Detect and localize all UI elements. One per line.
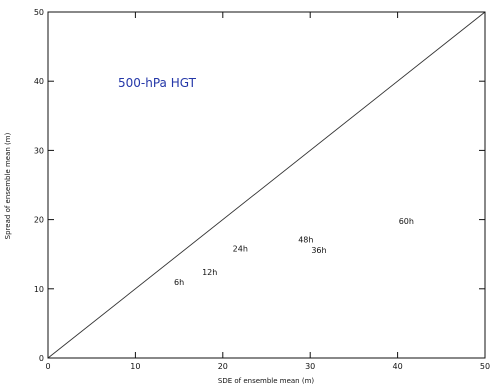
y-tick-label: 20 [34,216,44,225]
y-axis-label: Spread of ensemble mean (m) [4,132,12,239]
x-tick-label: 10 [130,362,140,371]
chart-title: 500-hPa HGT [118,76,197,90]
x-tick-label: 20 [218,362,228,371]
point-label-12h: 12h [202,268,217,277]
y-tick-label: 0 [39,354,44,363]
x-tick-label: 50 [480,362,490,371]
y-tick-label: 50 [34,8,44,17]
y-tick-label: 30 [34,146,44,155]
one-to-one-reference-line [47,11,486,359]
plot-frame [47,11,486,359]
y-axis-ticks: 0 10 20 30 40 50 [34,8,485,363]
point-label-24h: 24h [233,245,248,254]
point-label-36h: 36h [311,246,326,255]
x-tick-label: 0 [45,362,50,371]
point-label-6h: 6h [174,278,184,287]
point-label-48h: 48h [298,236,313,245]
x-axis-label: SDE of ensemble mean (m) [218,377,315,385]
point-label-60h: 60h [399,217,414,226]
x-tick-label: 40 [393,362,403,371]
y-tick-label: 40 [34,77,44,86]
y-tick-label: 10 [34,285,44,294]
x-tick-label: 30 [305,362,315,371]
x-axis-ticks: 0 10 20 30 40 50 [45,12,490,371]
